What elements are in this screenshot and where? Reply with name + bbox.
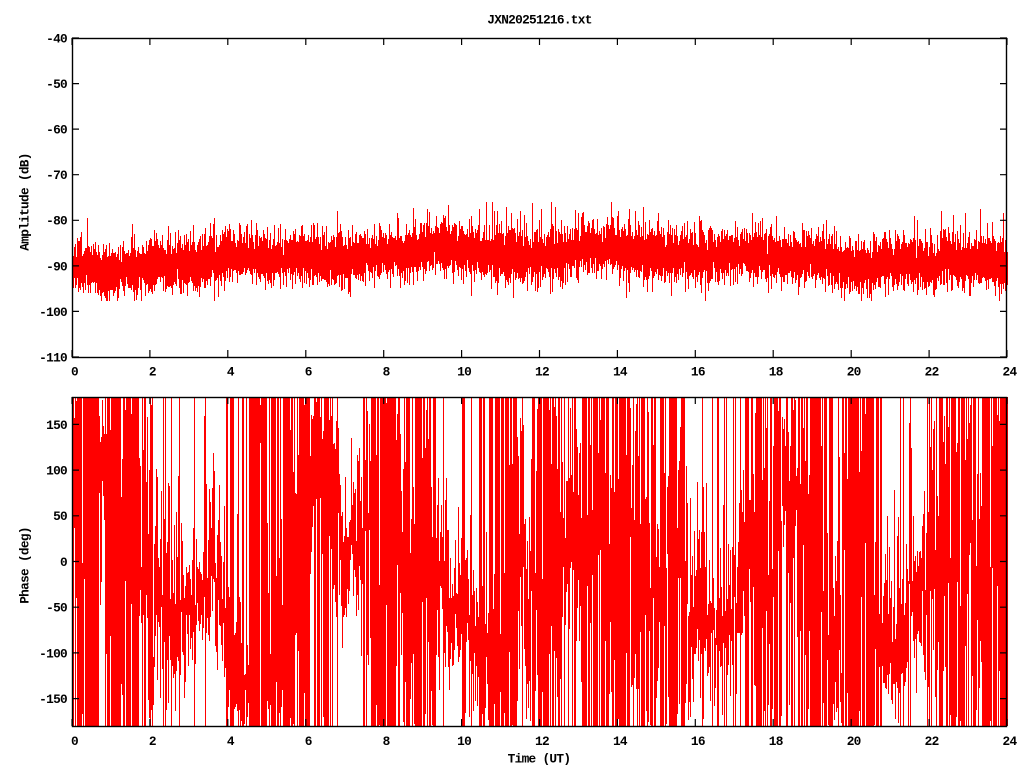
svg-text:-80: -80: [46, 214, 67, 229]
svg-text:150: 150: [46, 418, 67, 433]
svg-text:JXN20251216.txt: JXN20251216.txt: [487, 13, 591, 28]
svg-text:-110: -110: [39, 350, 67, 365]
svg-text:4: 4: [227, 734, 235, 749]
svg-text:-100: -100: [39, 646, 67, 661]
svg-text:-50: -50: [46, 77, 67, 92]
svg-text:12: 12: [535, 734, 549, 749]
svg-text:16: 16: [691, 734, 705, 749]
svg-text:Phase (deg): Phase (deg): [18, 527, 33, 604]
svg-text:6: 6: [305, 364, 312, 379]
svg-text:22: 22: [925, 364, 939, 379]
svg-text:-70: -70: [46, 168, 67, 183]
svg-text:2: 2: [149, 364, 156, 379]
svg-text:24: 24: [1003, 364, 1018, 379]
svg-text:16: 16: [691, 364, 705, 379]
svg-text:12: 12: [535, 364, 549, 379]
svg-text:-50: -50: [46, 601, 67, 616]
svg-text:24: 24: [1003, 734, 1018, 749]
svg-text:18: 18: [769, 734, 783, 749]
svg-text:2: 2: [149, 734, 156, 749]
svg-text:22: 22: [925, 734, 939, 749]
svg-text:0: 0: [71, 364, 78, 379]
svg-text:-100: -100: [39, 305, 67, 320]
svg-text:10: 10: [457, 734, 471, 749]
svg-text:0: 0: [71, 734, 78, 749]
svg-text:10: 10: [457, 364, 471, 379]
svg-text:20: 20: [847, 734, 861, 749]
svg-text:8: 8: [383, 734, 390, 749]
svg-text:4: 4: [227, 364, 235, 379]
svg-text:0: 0: [60, 555, 67, 570]
svg-text:-60: -60: [46, 123, 67, 138]
svg-text:8: 8: [383, 364, 390, 379]
svg-text:18: 18: [769, 364, 783, 379]
svg-text:14: 14: [613, 364, 628, 379]
svg-text:6: 6: [305, 734, 312, 749]
svg-text:Amplitude (dB): Amplitude (dB): [18, 153, 33, 250]
svg-text:100: 100: [46, 464, 67, 479]
svg-text:50: 50: [53, 509, 67, 524]
svg-text:-150: -150: [39, 692, 67, 707]
svg-text:14: 14: [613, 734, 628, 749]
svg-text:Time (UT): Time (UT): [508, 751, 571, 766]
svg-text:-40: -40: [46, 31, 67, 46]
svg-text:-90: -90: [46, 259, 67, 274]
svg-text:20: 20: [847, 364, 861, 379]
